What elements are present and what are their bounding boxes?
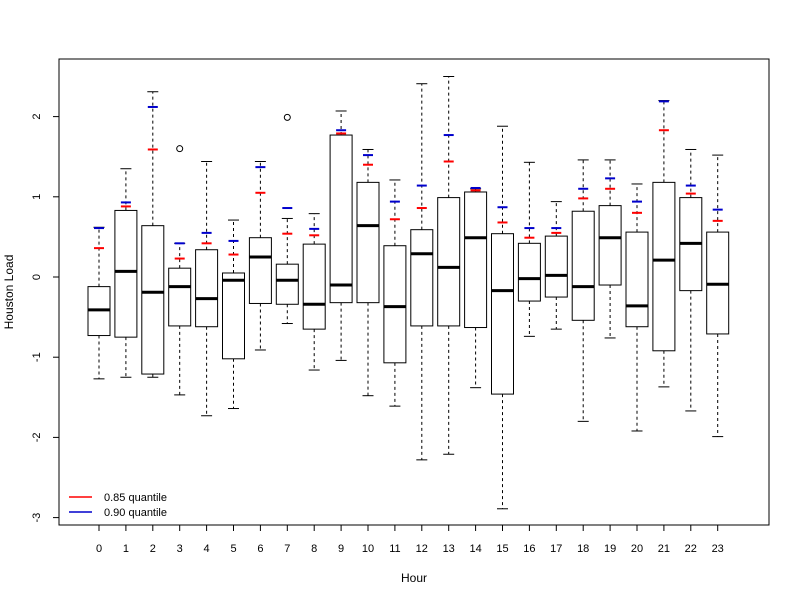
x-tick-label: 18 [577,543,589,555]
box-hour-16 [517,161,541,337]
box-body [517,242,541,302]
y-axis-title: Houston Load [2,255,16,330]
x-tick-label: 4 [204,543,210,555]
x-axis-title: Hour [401,571,427,585]
x-tick-label: 16 [523,543,535,555]
box-hour-9 [329,110,353,361]
x-tick-label: 23 [712,543,724,555]
x-tick-label: 11 [389,543,400,555]
x-tick-label: 14 [469,543,481,555]
box-hour-10 [356,148,380,397]
y-tick-label: 2 [31,114,43,120]
box-body [491,233,514,395]
box-hour-19 [598,159,622,339]
y-axis: -3 -2 -1 0 1 2 [31,114,60,523]
x-tick-label: 6 [257,543,263,555]
box-body [571,210,595,321]
box-hour-0 [87,226,111,380]
box-body [222,272,245,360]
box-body [437,197,461,327]
x-tick-label: 22 [685,543,697,555]
box-hour-22 [679,148,703,412]
box-hour-18 [571,159,595,422]
x-tick-label: 10 [362,543,374,555]
x-tick-label: 8 [311,543,317,555]
box-body [114,209,138,338]
y-tick-label: 0 [31,274,43,280]
box-hour-7 [275,113,299,325]
box-hour-5 [222,219,245,410]
box-body [383,245,407,364]
x-tick-label: 19 [604,543,616,555]
box-hour-23 [706,154,730,438]
box-hour-20 [625,183,649,432]
box-body [356,181,380,304]
x-tick-label: 5 [230,543,236,555]
box-body [652,181,676,352]
box-hour-3 [168,145,192,396]
box-body [195,249,219,328]
x-tick-label: 13 [443,543,455,555]
box-hour-1 [114,168,138,378]
x-tick-label: 2 [150,543,156,555]
box-body [329,134,353,304]
x-tick-label: 3 [177,543,183,555]
box-body [248,237,272,304]
box-hour-2 [141,91,165,378]
x-tick-label: 21 [658,543,670,555]
outlier-point [283,113,291,121]
x-tick-label: 12 [416,543,428,555]
legend-label-q85: 0.85 quantile [104,492,167,504]
box-body [410,229,434,327]
box-body [275,263,299,305]
y-tick-label: -3 [31,513,43,523]
box-hour-13 [437,76,461,455]
box-hour-17 [544,201,568,330]
y-tick-label: -1 [31,352,43,362]
legend-label-q90: 0.90 quantile [104,507,167,519]
x-tick-label: 17 [550,543,562,555]
x-tick-label: 9 [338,543,344,555]
y-tick-label: 1 [31,194,43,200]
box-body [625,231,649,328]
box-hour-8 [302,213,326,371]
box-hour-12 [410,83,434,461]
boxes-layer [87,76,730,510]
x-tick-label: 0 [96,543,102,555]
y-tick-label: -2 [31,433,43,443]
legend: 0.85 quantile 0.90 quantile [69,492,167,519]
x-tick-label: 15 [496,543,508,555]
box-body [464,191,488,329]
box-body [141,225,165,375]
box-body [168,267,192,327]
outlier-point [176,145,184,153]
x-axis: 0 1 2 3 4 5 6 7 8 9 10 11 12 13 14 15 16 17 18 19 20 21 22 23 [96,524,724,555]
x-tick-label: 7 [284,543,290,555]
box-hour-15 [491,125,514,510]
x-tick-label: 20 [631,543,643,555]
box-body [544,235,568,298]
box-hour-11 [383,179,407,407]
box-hour-14 [464,186,488,389]
box-hour-4 [195,161,219,417]
x-tick-label: 1 [123,543,129,555]
box-hour-6 [248,161,272,351]
box-body [598,205,622,286]
box-hour-21 [652,100,676,388]
box-body [302,243,326,330]
